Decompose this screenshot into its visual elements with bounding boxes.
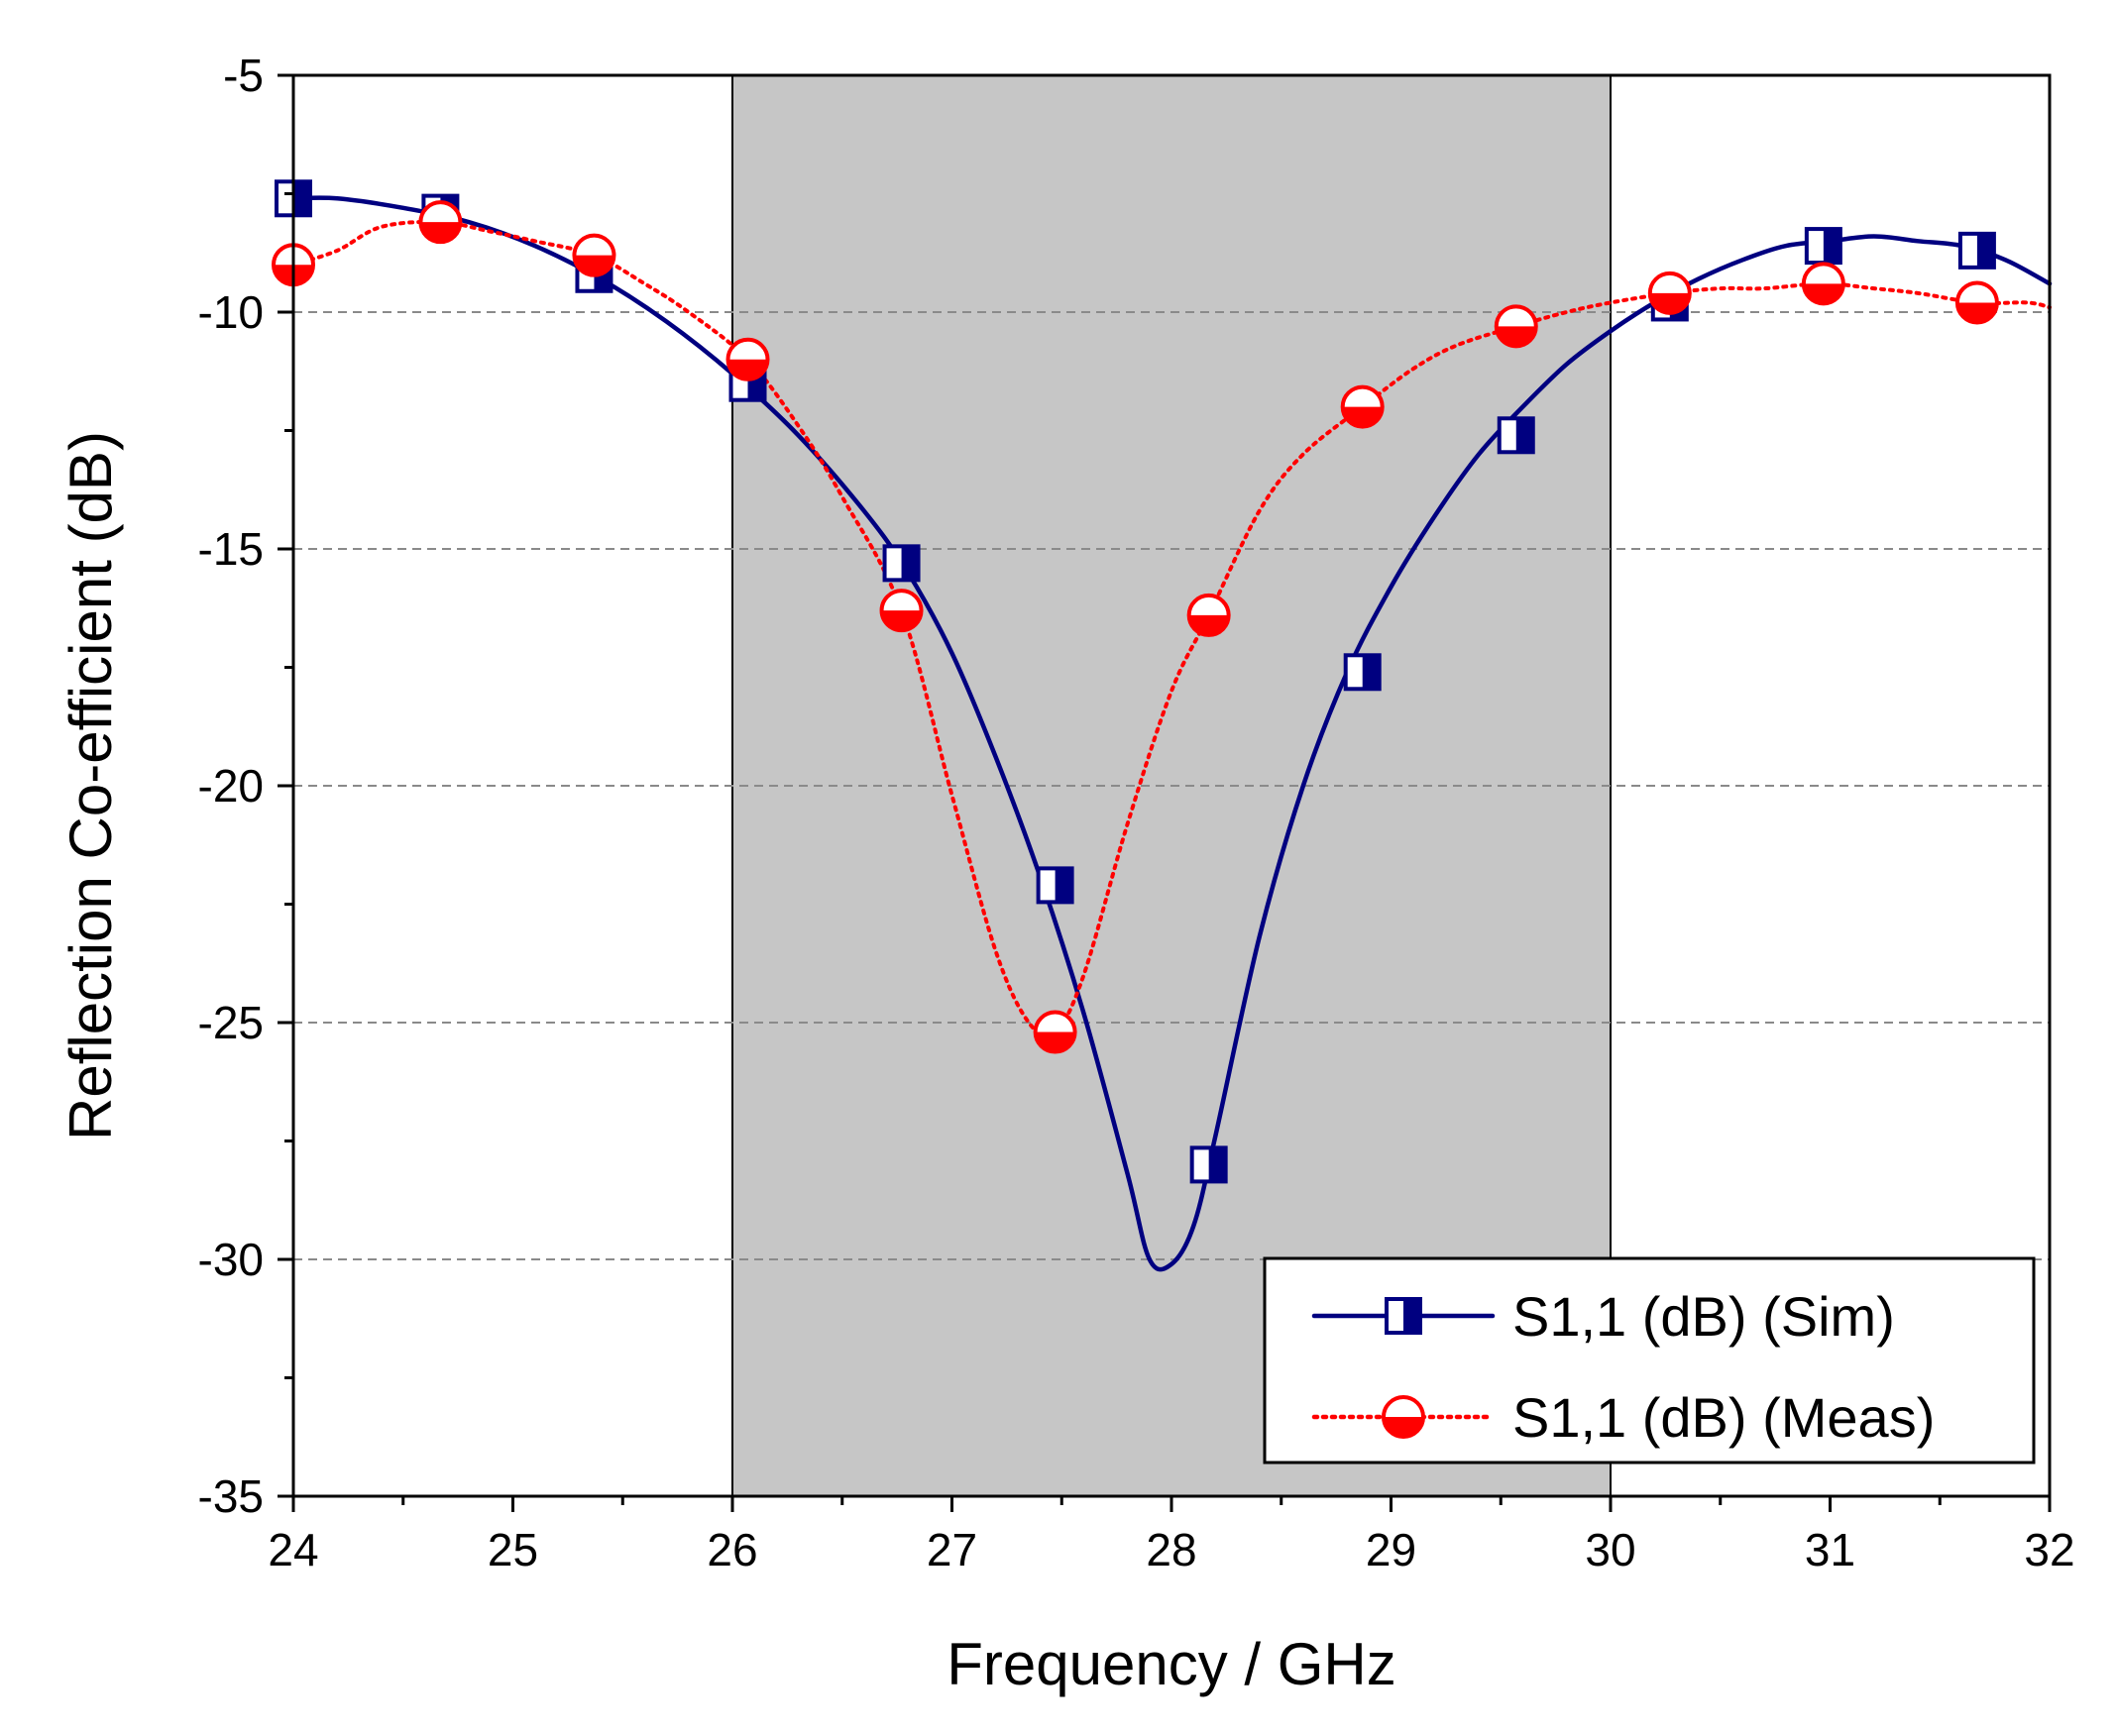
y-tick-label: -20 [198,760,264,812]
x-tick-label: 27 [927,1524,977,1575]
marker-border [1382,1395,1425,1439]
x-tick-label: 26 [707,1524,757,1575]
x-tick-label: 28 [1146,1524,1196,1575]
marker-fill [901,546,919,581]
marker-fill [1976,233,1994,268]
data-point-sim [882,544,921,583]
data-point-meas [1033,1010,1077,1054]
x-tick-label: 24 [268,1524,318,1575]
marker-fill [1035,1031,1075,1052]
y-tick-label: -10 [198,286,264,338]
marker-border [1647,271,1692,315]
data-point-meas [725,337,770,381]
marker-border [1033,1010,1077,1054]
data-point-sim [1189,1145,1228,1184]
marker-border [1385,1297,1422,1335]
marker-border [418,200,463,245]
marker-fill [1649,292,1690,313]
marker-border [1036,866,1074,905]
marker-fill [293,181,310,216]
series-line-meas [291,219,2052,1038]
marker-border [725,337,770,381]
axis-layer: 24 25 26 27 28 29 30 31 32 -35 -30 -25 -20 -15 -10 -5 [198,50,2075,1575]
marker-border [1497,416,1535,455]
legend-label-sim: S1,1 (dB) (Sim) [1512,1285,1895,1348]
marker-border [879,589,924,633]
data-point-meas [1494,304,1538,349]
marker-fill [1208,1147,1226,1182]
marker-border [1189,1145,1228,1184]
series-line-sim [290,195,2053,1272]
data-point-meas [1801,262,1845,306]
marker-fill [1956,302,1997,323]
legend-label-meas: S1,1 (dB) (Meas) [1512,1386,1935,1449]
marker-fill [420,222,461,243]
data-point-sim [1804,227,1842,266]
marker-border [1801,262,1845,306]
marker-fill [1403,1299,1420,1333]
legend: S1,1 (dB) (Sim) S1,1 (dB) (Meas) [1263,1256,2036,1465]
marker-fill [727,359,768,380]
x-tick-label: 29 [1366,1524,1416,1575]
marker-border [1494,304,1538,349]
marker-border [572,233,616,277]
data-point-meas [1647,271,1692,315]
marker-fill [1055,868,1072,903]
y-tick-label: -25 [198,997,264,1048]
data-point-sim [1497,416,1535,455]
marker-fill [1362,655,1380,690]
x-tick-label: 25 [488,1524,538,1575]
x-tick-label: 30 [1585,1524,1635,1575]
marker-fill [1496,326,1536,347]
marker-border [1186,593,1231,637]
marker-fill [881,610,922,631]
data-point-sim [1343,653,1382,692]
series-layer [272,179,2053,1272]
marker-fill [1803,283,1843,304]
data-point-meas [418,200,463,245]
y-tick-label: -5 [223,50,264,101]
marker-fill [1384,1417,1423,1437]
y-tick-label: -30 [198,1234,264,1285]
legend-marker-meas [1382,1395,1425,1439]
data-point-meas [1340,384,1385,429]
x-tick-label: 32 [2024,1524,2074,1575]
data-point-meas [1954,280,1999,325]
x-axis-title: Frequency / GHz [947,1631,1396,1697]
data-point-sim [1036,866,1074,905]
marker-border [1340,384,1385,429]
marker-fill [1515,418,1533,453]
marker-border [1954,280,1999,325]
data-point-meas [572,233,616,277]
marker-fill [574,255,614,275]
data-point-sim [1957,231,1996,270]
marker-fill [1188,614,1229,635]
marker-fill [1823,229,1840,264]
marker-fill [1342,406,1383,427]
data-point-meas [1186,593,1231,637]
y-axis-title: Reflection Co-efficient (dB) [57,431,124,1140]
legend-marker-sim [1385,1297,1422,1335]
marker-border [1957,231,1996,270]
marker-border [1343,653,1382,692]
data-point-meas [879,589,924,633]
x-tick-label: 31 [1805,1524,1855,1575]
marker-border [882,544,921,583]
y-tick-label: -15 [198,523,264,575]
y-tick-label: -35 [198,1470,264,1522]
